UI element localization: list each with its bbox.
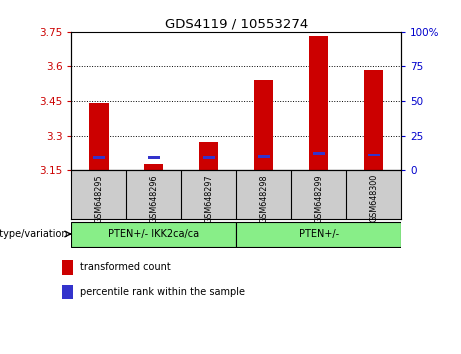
Bar bbox=[148, 156, 160, 159]
Bar bbox=[236, 222, 401, 247]
Bar bbox=[203, 156, 215, 159]
Bar bbox=[62, 260, 73, 275]
Text: percentile rank within the sample: percentile rank within the sample bbox=[80, 287, 245, 297]
Text: GSM648297: GSM648297 bbox=[204, 174, 213, 223]
Text: GSM648296: GSM648296 bbox=[149, 174, 159, 223]
Bar bbox=[93, 156, 105, 159]
Text: GSM648299: GSM648299 bbox=[314, 174, 323, 223]
Text: GSM648295: GSM648295 bbox=[95, 174, 103, 223]
Bar bbox=[144, 164, 164, 170]
Text: GSM648300: GSM648300 bbox=[369, 174, 378, 222]
Bar bbox=[364, 70, 383, 170]
Bar bbox=[71, 222, 236, 247]
Bar bbox=[199, 142, 219, 170]
Bar bbox=[62, 285, 73, 299]
Bar bbox=[254, 80, 273, 170]
Bar bbox=[309, 36, 328, 170]
Title: GDS4119 / 10553274: GDS4119 / 10553274 bbox=[165, 18, 308, 31]
Text: PTEN+/-: PTEN+/- bbox=[299, 229, 339, 239]
Text: PTEN+/- IKK2ca/ca: PTEN+/- IKK2ca/ca bbox=[108, 229, 200, 239]
Bar bbox=[313, 152, 325, 155]
Bar bbox=[367, 154, 380, 156]
Text: GSM648298: GSM648298 bbox=[259, 174, 268, 223]
Bar bbox=[89, 103, 108, 170]
Text: transformed count: transformed count bbox=[80, 262, 171, 272]
Text: genotype/variation: genotype/variation bbox=[0, 229, 68, 239]
Bar bbox=[258, 155, 270, 158]
